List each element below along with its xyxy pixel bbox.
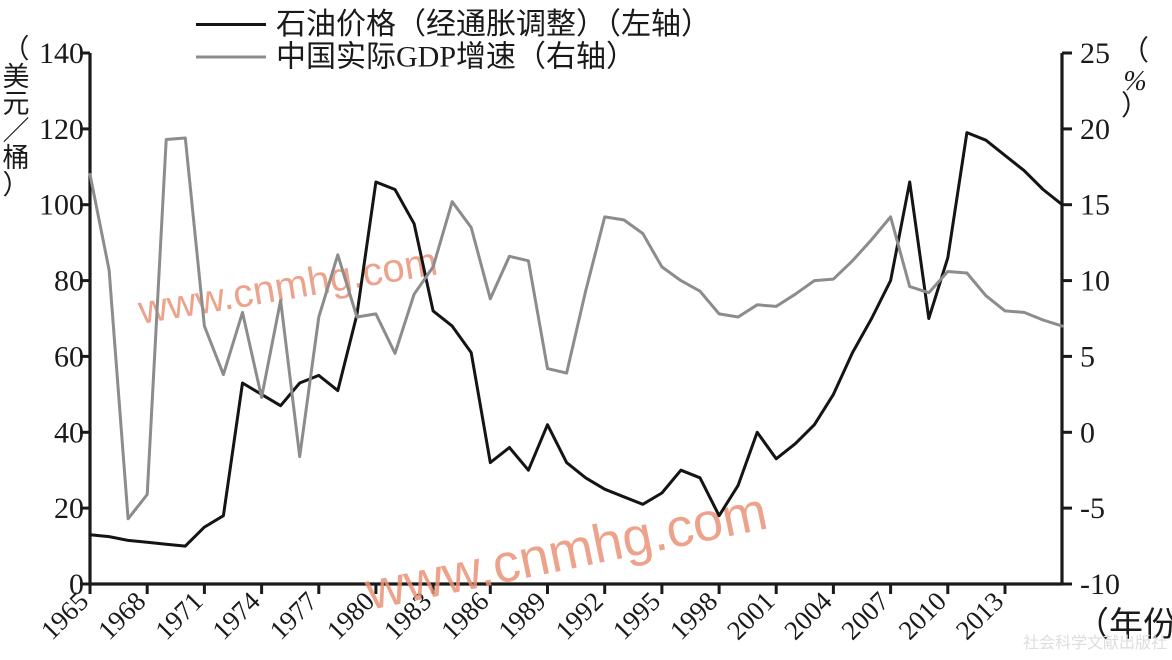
svg-text:）: ） <box>1121 90 1149 122</box>
svg-text:0: 0 <box>1080 416 1095 449</box>
svg-text:25: 25 <box>1080 37 1110 70</box>
svg-text:石油价格（经通胀调整）（左轴）: 石油价格（经通胀调整）（左轴） <box>276 8 711 41</box>
svg-text:桶: 桶 <box>3 143 30 173</box>
svg-text:-5: -5 <box>1080 492 1105 525</box>
svg-text:（: （ <box>1121 35 1149 67</box>
svg-text:5: 5 <box>1080 340 1095 373</box>
svg-text:120: 120 <box>39 113 84 146</box>
svg-text:20: 20 <box>54 492 84 525</box>
svg-text:／: ／ <box>3 116 30 146</box>
svg-text:100: 100 <box>39 189 84 222</box>
svg-text:元: 元 <box>3 89 30 119</box>
svg-text:美: 美 <box>3 62 30 92</box>
svg-text:15: 15 <box>1080 189 1110 222</box>
svg-text:10: 10 <box>1080 265 1110 298</box>
svg-text:社会科学文献出版社: 社会科学文献出版社 <box>1023 634 1167 652</box>
svg-text:）: ） <box>3 170 30 200</box>
svg-text:140: 140 <box>39 37 84 70</box>
svg-text:80: 80 <box>54 265 84 298</box>
svg-text:（: （ <box>3 34 30 64</box>
svg-text:-10: -10 <box>1080 568 1120 601</box>
svg-text:中国实际GDP增速（右轴）: 中国实际GDP增速（右轴） <box>276 41 636 74</box>
svg-text:20: 20 <box>1080 113 1110 146</box>
svg-text:40: 40 <box>54 416 84 449</box>
svg-text:60: 60 <box>54 340 84 373</box>
